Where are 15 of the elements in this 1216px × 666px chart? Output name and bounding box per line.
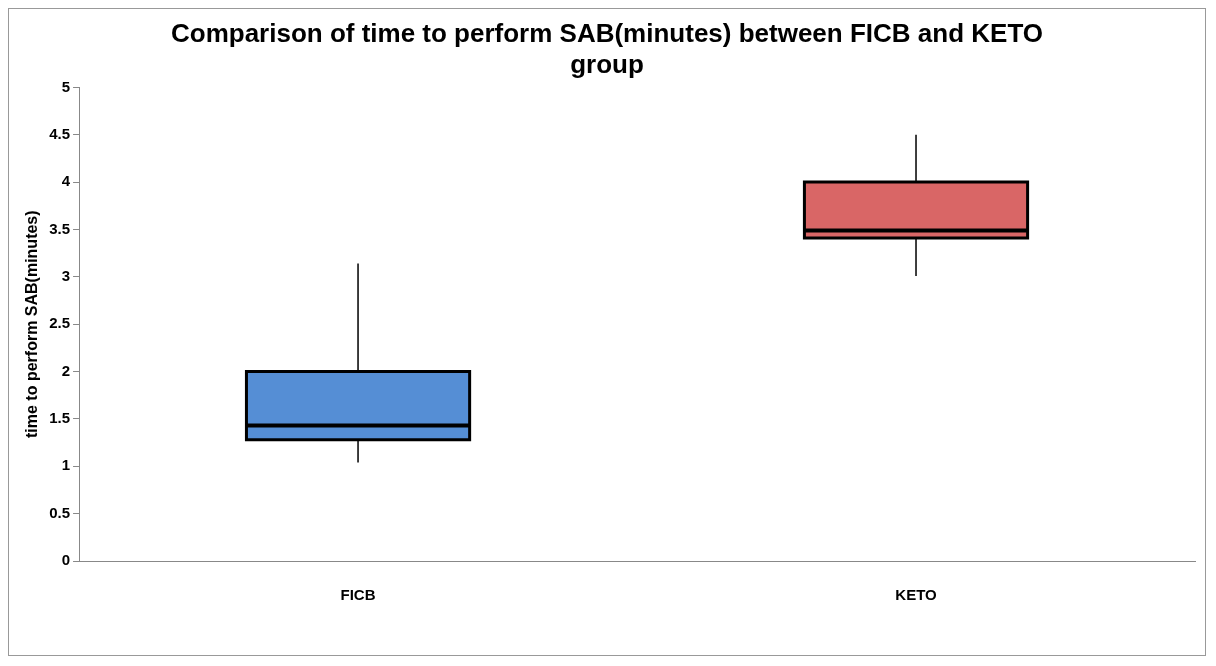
chart-title: Comparison of time to perform SAB(minutes) between FICB and KETO group (170, 17, 1044, 79)
y-tick-label: 4 (61, 172, 71, 190)
y-tick-label: 0 (61, 551, 71, 569)
y-tick-label: 4.5 (49, 124, 71, 142)
y-tick-label: 2 (61, 361, 71, 379)
y-tick-label: 5 (61, 77, 71, 95)
y-tick-label: 1.5 (49, 409, 71, 427)
y-tick-label: 3.5 (49, 219, 71, 237)
y-axis-title: time to perform SAB(minutes) (23, 210, 41, 438)
x-tick-label: FICB (340, 586, 376, 604)
y-tick-label: 1 (61, 456, 71, 474)
y-tick-label: 2.5 (49, 314, 71, 332)
y-tick-label: 0.5 (49, 503, 71, 521)
y-tick-label: 3 (61, 266, 71, 284)
x-tick-label: KETO (895, 586, 938, 604)
